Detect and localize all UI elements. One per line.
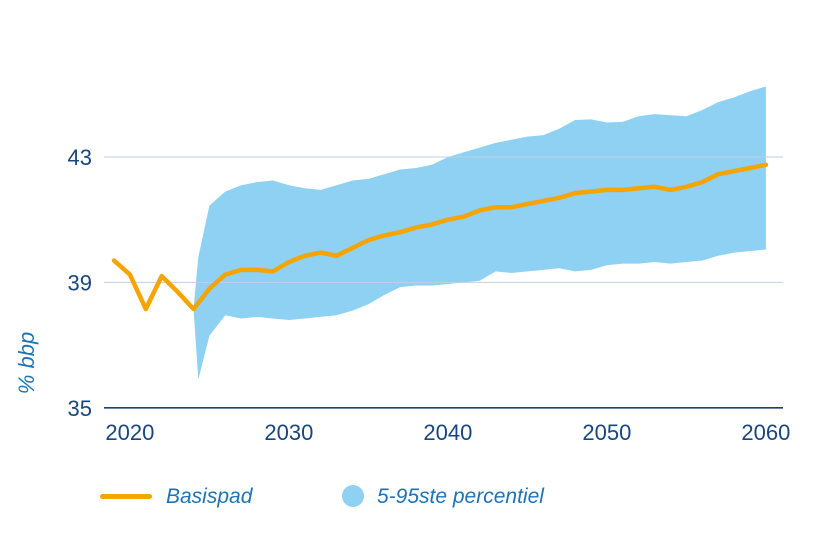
legend-label-percentiel: 5-95ste percentiel [377,484,544,508]
x-tick-2030: 2030 [264,420,313,445]
x-tick-2050: 2050 [582,420,631,445]
percentile-band-swatch [342,485,364,507]
legend-item-basispad: Basispad [100,480,252,512]
x-tick-2060: 2060 [741,420,790,445]
basispad-line-swatch [100,493,152,499]
x-tick-2020: 2020 [105,420,154,445]
basispad-line [111,162,769,312]
y-tick-43: 43 [68,145,92,170]
x-tick-2040: 2040 [423,420,472,445]
legend-item-percentiel: 5-95ste percentiel [342,480,544,512]
y-axis-label: % bbp [14,331,39,395]
legend-label-basispad: Basispad [166,484,253,508]
y-tick-35: 35 [68,396,92,421]
percentile-band-area [193,86,766,380]
y-tick-39: 39 [68,270,92,295]
